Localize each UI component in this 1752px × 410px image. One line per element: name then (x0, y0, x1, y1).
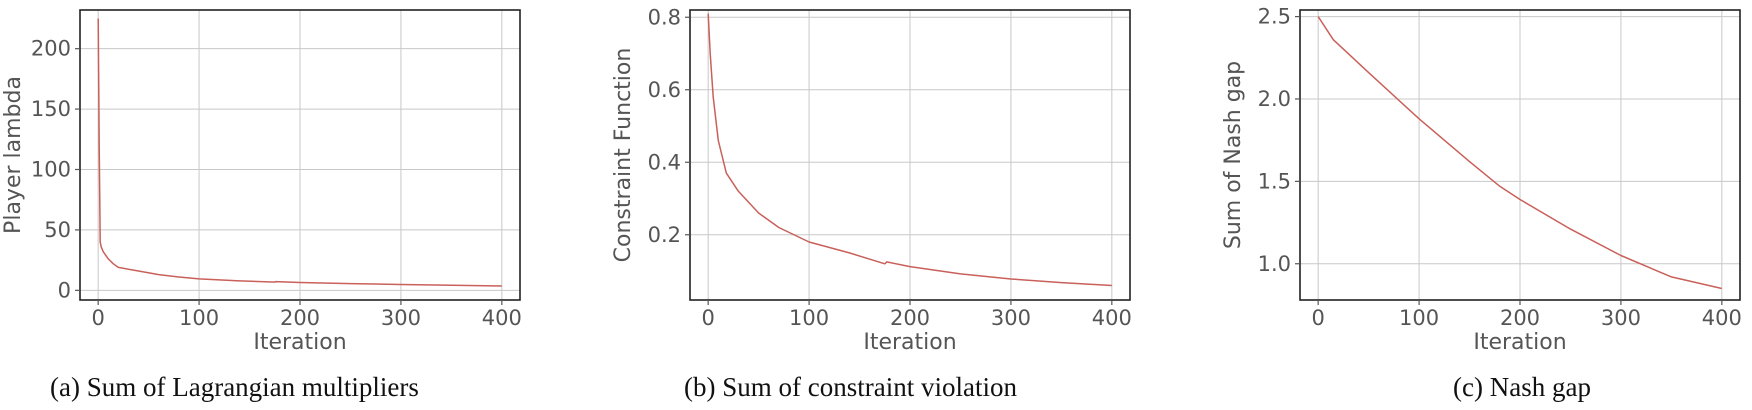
x-tick-label-c-4: 400 (1702, 306, 1742, 330)
x-axis-label-c: Iteration (1473, 330, 1566, 355)
x-tick-label-a-3: 300 (381, 306, 421, 330)
x-tick-label-c-0: 0 (1311, 306, 1324, 330)
y-tick-label-b-2: 0.6 (648, 78, 681, 102)
y-tick-label-c-2: 2.0 (1258, 87, 1291, 111)
chart-c: 0 100 200 300 400 1.0 1.5 2.0 2.5 Iteration Sum of… (1221, 5, 1742, 355)
caption-b: (b) Sum of constraint violation (684, 372, 1017, 402)
x-tick-label-b-1: 100 (789, 306, 829, 330)
y-tick-label-b-1: 0.4 (648, 150, 681, 174)
y-tick-label-a-3: 150 (31, 97, 71, 121)
chart-b: 0 100 200 300 400 0.2 0.4 0.6 0.8 Iteration Constr… (611, 5, 1132, 355)
x-tick-label-a-0: 0 (91, 306, 104, 330)
x-tick-label-a-2: 200 (280, 306, 320, 330)
y-axis-label-a: Player lambda (1, 76, 26, 234)
y-tick-label-c-0: 1.0 (1258, 252, 1291, 276)
y-tick-label-c-3: 2.5 (1258, 5, 1291, 29)
x-tick-label-c-1: 100 (1399, 306, 1439, 330)
series-line-c-0 (1317, 16, 1722, 290)
x-tick-label-b-4: 400 (1092, 306, 1132, 330)
x-tick-label-b-0: 0 (701, 306, 714, 330)
chart-a: 0 100 200 300 400050100150200IterationPlayer… (1, 9, 522, 355)
y-axis-label-b: Constraint Function (611, 48, 636, 263)
series-line-b-0 (707, 13, 1112, 287)
x-tick-label-a-1: 100 (179, 306, 219, 330)
x-tick-label-a-4: 400 (482, 306, 522, 330)
caption-c: (c) Nash gap (1453, 372, 1591, 402)
y-tick-label-a-0: 0 (58, 278, 71, 302)
caption-a: (a) Sum of Lagrangian multipliers (50, 372, 419, 402)
y-tick-label-a-2: 100 (31, 158, 71, 182)
y-axis-label-c: Sum of Nash gap (1221, 61, 1246, 249)
x-tick-label-b-3: 300 (991, 306, 1031, 330)
y-tick-label-c-1: 1.5 (1258, 169, 1291, 193)
x-tick-label-c-3: 300 (1601, 306, 1641, 330)
x-tick-label-c-2: 200 (1500, 306, 1540, 330)
x-axis-label-a: Iteration (253, 330, 346, 355)
y-tick-label-b-0: 0.2 (648, 223, 681, 247)
x-tick-label-b-2: 200 (890, 306, 930, 330)
series-line-a-0 (97, 18, 502, 287)
y-tick-label-b-3: 0.8 (648, 5, 681, 29)
y-tick-label-a-1: 50 (44, 218, 71, 242)
x-axis-label-b: Iteration (863, 330, 956, 355)
y-tick-label-a-4: 200 (31, 37, 71, 61)
